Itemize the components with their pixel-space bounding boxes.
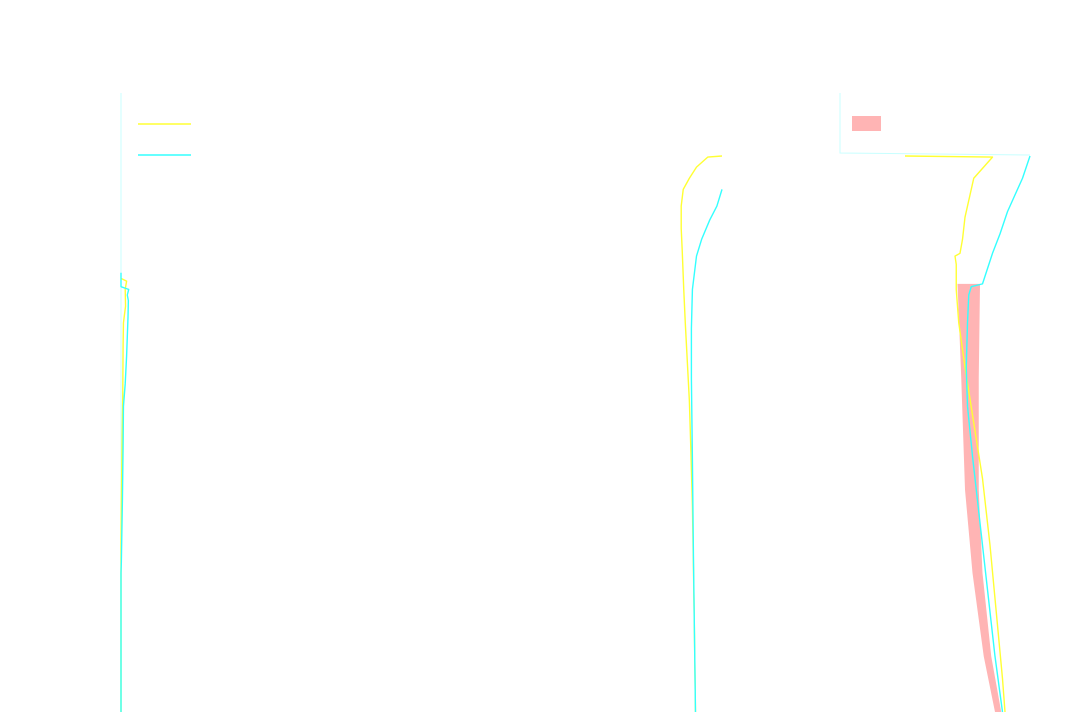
- middle-panel: [680, 155, 723, 713]
- right-panel: [839, 93, 1031, 713]
- left-panel: [120, 93, 191, 712]
- legend: [138, 123, 191, 156]
- series-line-1: [120, 272, 130, 712]
- series-line-0: [120, 277, 128, 712]
- legend-swatch-band: [852, 116, 881, 131]
- legend: [852, 116, 881, 131]
- plot-frame: [839, 93, 1031, 156]
- series-line-1: [965, 155, 1031, 713]
- series-line-0: [904, 155, 1006, 713]
- series-line-1: [690, 189, 723, 713]
